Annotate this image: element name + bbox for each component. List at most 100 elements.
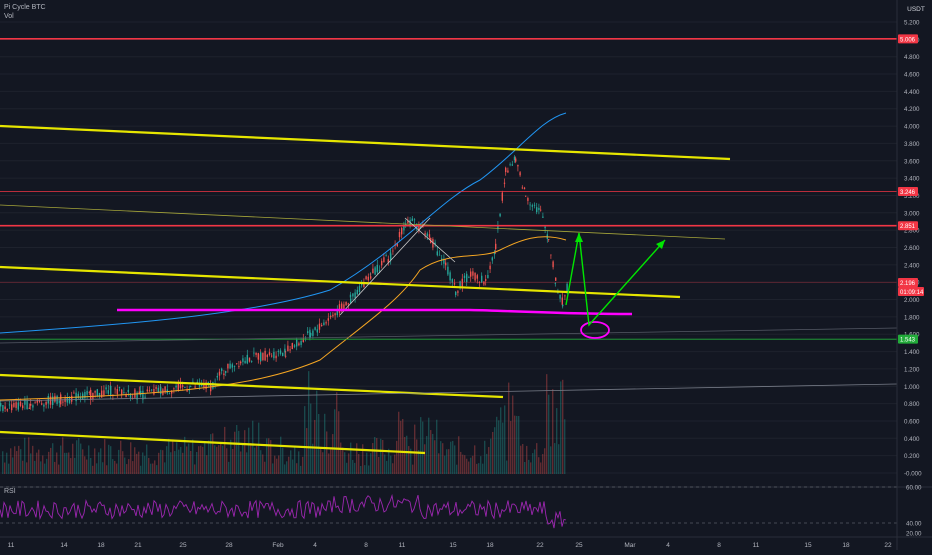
volume-bar xyxy=(148,457,150,474)
volume-bar xyxy=(204,441,206,474)
volume-bar xyxy=(286,461,288,474)
volume-bar xyxy=(498,420,500,474)
volume-bar xyxy=(352,459,354,474)
volume-bar xyxy=(64,452,66,474)
volume-bar xyxy=(324,413,326,474)
volume-bar xyxy=(184,436,186,474)
time-tick-label: 11 xyxy=(753,542,760,549)
candle-body xyxy=(381,260,383,266)
candle-body xyxy=(58,401,60,403)
candle-body xyxy=(426,233,428,237)
volume-bar xyxy=(14,446,16,474)
candle-body xyxy=(555,277,557,281)
volume-bar xyxy=(414,424,416,474)
candle-body xyxy=(428,234,431,238)
volume-bar xyxy=(58,464,60,474)
volume-bar xyxy=(526,445,528,474)
volume-bar xyxy=(310,403,312,474)
price-tick-label: 1.400 xyxy=(904,349,920,356)
volume-bar xyxy=(72,443,74,474)
trendline xyxy=(0,265,681,299)
volume-bar xyxy=(48,451,50,474)
volume-bar xyxy=(536,443,538,474)
candle-body xyxy=(445,262,447,266)
candle-body xyxy=(533,204,536,206)
candle-body xyxy=(309,329,311,339)
volume-bar xyxy=(530,462,532,474)
volume-bar xyxy=(444,455,446,474)
volume-bar xyxy=(422,421,424,474)
candle-body xyxy=(242,358,244,362)
candle-body xyxy=(84,391,86,399)
ma-fast-line xyxy=(0,236,567,401)
candle-body xyxy=(90,389,92,400)
volume-bar xyxy=(502,422,504,474)
price-tick-label: 3.200 xyxy=(904,193,920,200)
volume-bar xyxy=(392,463,394,474)
volume-bar xyxy=(192,439,194,474)
candle-body xyxy=(538,207,540,210)
volume-bar xyxy=(156,465,158,474)
candle-body xyxy=(171,390,173,394)
candle-body xyxy=(273,351,275,359)
volume-bar xyxy=(260,450,262,474)
candle-body xyxy=(463,275,466,279)
candle-body xyxy=(314,327,316,330)
volume-bar xyxy=(226,448,228,474)
volume-bar xyxy=(386,460,388,474)
candle-body xyxy=(2,404,4,411)
time-tick-label: 8 xyxy=(717,542,721,549)
support-line xyxy=(117,308,633,316)
candle-body xyxy=(513,156,516,161)
channel-line xyxy=(0,383,898,402)
volume-bar xyxy=(300,465,302,474)
volume-bar xyxy=(60,445,62,474)
candle-body xyxy=(275,355,277,359)
volume-bar xyxy=(560,381,562,474)
time-tick-label: 22 xyxy=(536,542,544,549)
candle-body xyxy=(77,393,79,398)
volume-bar xyxy=(326,431,328,474)
volume-bar xyxy=(196,451,198,474)
candle-body xyxy=(420,226,422,229)
volume-bar xyxy=(100,448,102,474)
candle-body xyxy=(485,279,487,281)
volume-bar xyxy=(122,451,124,474)
candle-body xyxy=(470,271,472,277)
volume-bar xyxy=(258,422,260,474)
candle-body xyxy=(352,293,354,297)
volume-bar xyxy=(406,435,408,474)
volume-bar xyxy=(454,445,456,474)
price-tick-label: 2.000 xyxy=(904,297,920,304)
volume-bar xyxy=(558,444,560,474)
candle-body xyxy=(225,371,227,373)
candle-body xyxy=(110,386,112,396)
volume-bar xyxy=(318,413,320,474)
candle-body xyxy=(54,395,56,402)
candle-body xyxy=(531,205,533,207)
volume-bar xyxy=(512,395,514,474)
volume-bar xyxy=(462,454,464,474)
volume-bar xyxy=(516,415,518,474)
candle-body xyxy=(190,386,192,387)
candle-body xyxy=(307,331,309,333)
wedge-line xyxy=(404,217,456,263)
candle-body xyxy=(293,345,296,347)
candle-body xyxy=(216,376,218,378)
volume-bar xyxy=(492,431,494,474)
volume-bar xyxy=(174,451,176,474)
volume-bar xyxy=(456,464,458,474)
volume-bar xyxy=(332,434,334,474)
volume-bar xyxy=(210,434,212,474)
volume-bar xyxy=(170,452,172,474)
price-tick-label: 2.400 xyxy=(904,262,920,269)
volume-bar xyxy=(362,444,364,474)
price-badge xyxy=(898,278,918,288)
candle-body xyxy=(26,400,28,409)
volume-bar xyxy=(356,443,358,474)
candle-body xyxy=(264,350,266,361)
candle-body xyxy=(507,170,509,173)
volume-bar xyxy=(282,447,284,474)
